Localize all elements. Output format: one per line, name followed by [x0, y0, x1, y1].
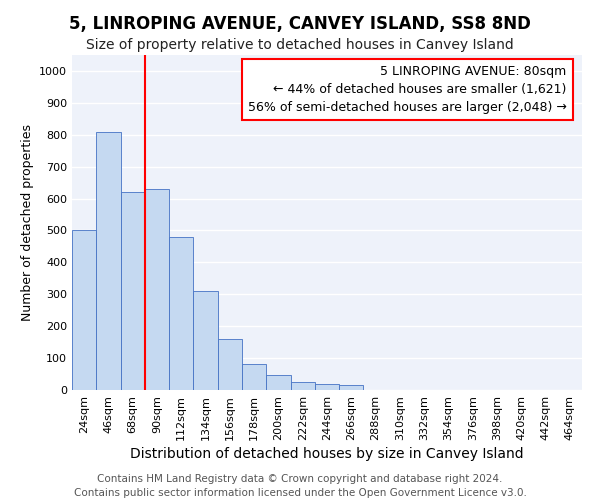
Text: 5 LINROPING AVENUE: 80sqm
← 44% of detached houses are smaller (1,621)
56% of se: 5 LINROPING AVENUE: 80sqm ← 44% of detac… — [248, 65, 567, 114]
Bar — [315, 384, 339, 390]
X-axis label: Distribution of detached houses by size in Canvey Island: Distribution of detached houses by size … — [130, 447, 524, 461]
Bar — [96, 132, 121, 390]
Bar — [72, 230, 96, 390]
Bar — [339, 385, 364, 390]
Bar — [290, 382, 315, 390]
Bar — [145, 189, 169, 390]
Text: Contains HM Land Registry data © Crown copyright and database right 2024.
Contai: Contains HM Land Registry data © Crown c… — [74, 474, 526, 498]
Bar — [218, 339, 242, 390]
Bar — [242, 364, 266, 390]
Bar — [193, 291, 218, 390]
Y-axis label: Number of detached properties: Number of detached properties — [20, 124, 34, 321]
Bar — [266, 375, 290, 390]
Text: 5, LINROPING AVENUE, CANVEY ISLAND, SS8 8ND: 5, LINROPING AVENUE, CANVEY ISLAND, SS8 … — [69, 15, 531, 33]
Bar — [121, 192, 145, 390]
Text: Size of property relative to detached houses in Canvey Island: Size of property relative to detached ho… — [86, 38, 514, 52]
Bar — [169, 237, 193, 390]
